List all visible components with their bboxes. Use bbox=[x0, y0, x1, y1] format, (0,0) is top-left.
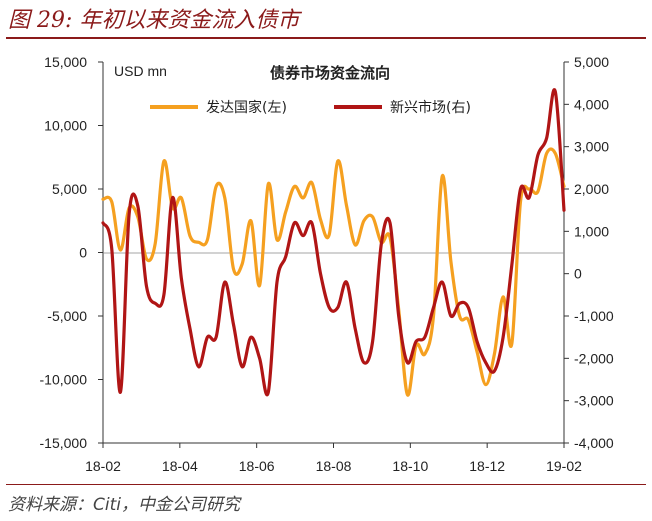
left-tick-label: 15,000 bbox=[44, 54, 87, 70]
source-note: 资料来源：Citi，中金公司研究 bbox=[8, 495, 240, 515]
title-rule bbox=[6, 37, 646, 39]
unit-label: USD mn bbox=[114, 63, 167, 79]
right-tick-label: 5,000 bbox=[574, 54, 609, 70]
x-tick-label: 18-08 bbox=[316, 458, 352, 474]
right-tick-label: -4,000 bbox=[574, 435, 614, 451]
left-tick-label: 0 bbox=[79, 245, 87, 261]
x-tick-label: 18-06 bbox=[239, 458, 275, 474]
series-line-emerging bbox=[101, 88, 566, 397]
left-axis-ticks: 15,000 10,000 5,000 0 -5,000 -10,000 -15,000 bbox=[40, 54, 103, 451]
left-tick-label: -15,000 bbox=[40, 435, 88, 451]
left-tick-label: 5,000 bbox=[52, 181, 87, 197]
chart-title: 债券市场资金流向 bbox=[270, 64, 390, 82]
left-tick-label: -10,000 bbox=[40, 372, 88, 388]
source-rule bbox=[6, 484, 646, 485]
right-axis-ticks: 5,000 4,000 3,000 2,000 1,000 0 -1,000 -2,000 -3… bbox=[564, 54, 614, 451]
right-tick-label: 3,000 bbox=[574, 139, 609, 155]
x-tick-label: 18-12 bbox=[469, 458, 505, 474]
right-tick-label: -2,000 bbox=[574, 350, 614, 366]
x-tick-label: 18-10 bbox=[392, 458, 428, 474]
figure-title: 图 29: 年初以来资金流入债市 bbox=[8, 8, 300, 33]
legend: 发达国家(左) 新兴市场(右) bbox=[150, 99, 471, 116]
axes-frame bbox=[102, 62, 565, 444]
left-tick-label: 10,000 bbox=[44, 118, 87, 134]
left-tick-label: -5,000 bbox=[47, 308, 87, 324]
series-layer bbox=[101, 88, 566, 397]
x-tick-label: 19-02 bbox=[546, 458, 582, 474]
legend-label-emerging: 新兴市场(右) bbox=[390, 99, 471, 116]
right-tick-label: -3,000 bbox=[574, 393, 614, 409]
x-tick-label: 18-02 bbox=[85, 458, 121, 474]
x-tick-label: 18-04 bbox=[162, 458, 198, 474]
right-tick-label: -1,000 bbox=[574, 308, 614, 324]
right-tick-label: 1,000 bbox=[574, 223, 609, 239]
x-axis-ticks: 18-02 18-04 18-06 18-08 18-10 18-12 19-02 bbox=[85, 443, 582, 474]
right-tick-label: 0 bbox=[574, 266, 582, 282]
legend-label-developed: 发达国家(左) bbox=[206, 99, 287, 116]
right-tick-label: 4,000 bbox=[574, 96, 609, 112]
series-line-developed bbox=[101, 147, 566, 397]
right-tick-label: 2,000 bbox=[574, 181, 609, 197]
